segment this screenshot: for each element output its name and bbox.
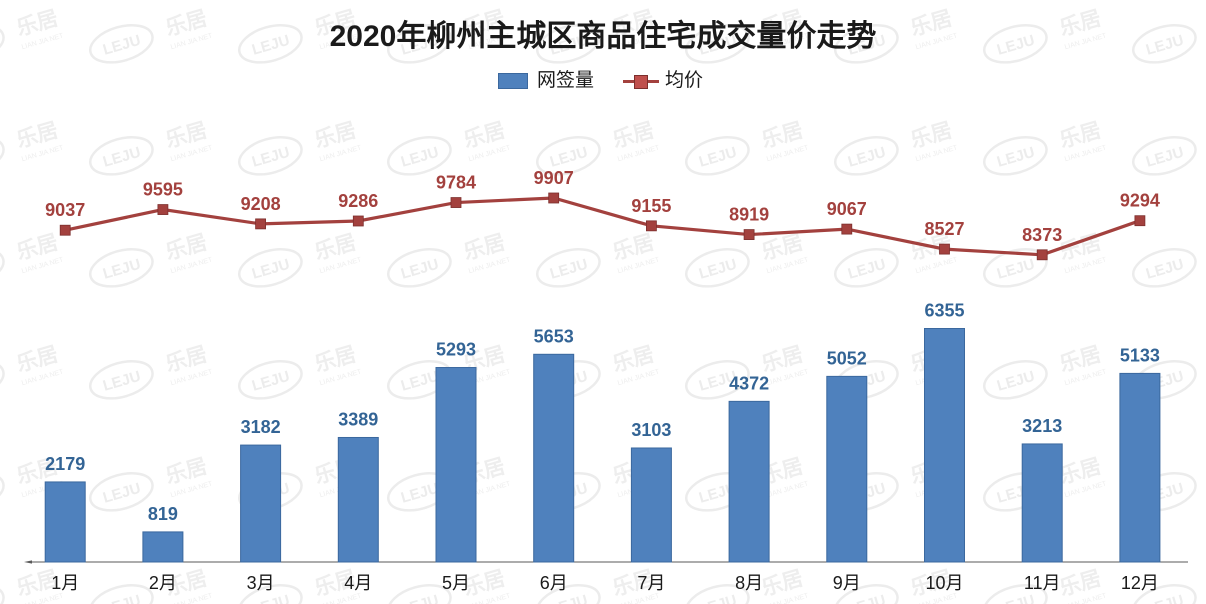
svg-text:5293: 5293 — [436, 340, 476, 360]
svg-text:9286: 9286 — [338, 191, 378, 211]
svg-text:7月: 7月 — [637, 573, 665, 593]
svg-text:4月: 4月 — [344, 573, 372, 593]
svg-text:1月: 1月 — [51, 573, 79, 593]
svg-text:5052: 5052 — [827, 348, 867, 368]
svg-text:4372: 4372 — [729, 373, 769, 393]
svg-text:2月: 2月 — [149, 573, 177, 593]
svg-text:819: 819 — [148, 504, 178, 524]
svg-text:11月: 11月 — [1024, 573, 1061, 593]
svg-text:9294: 9294 — [1120, 191, 1160, 211]
svg-text:9907: 9907 — [534, 168, 574, 188]
svg-text:3月: 3月 — [247, 573, 275, 593]
svg-text:9784: 9784 — [436, 173, 476, 193]
svg-text:8月: 8月 — [735, 573, 763, 593]
svg-text:2179: 2179 — [45, 454, 85, 474]
svg-text:8527: 8527 — [924, 219, 964, 239]
svg-text:5653: 5653 — [534, 326, 574, 346]
svg-text:12月: 12月 — [1121, 573, 1159, 593]
svg-text:5月: 5月 — [442, 573, 470, 593]
svg-text:9155: 9155 — [631, 196, 671, 216]
svg-text:9067: 9067 — [827, 199, 867, 219]
svg-text:3389: 3389 — [338, 409, 378, 429]
svg-text:6月: 6月 — [540, 573, 568, 593]
svg-text:3182: 3182 — [241, 417, 281, 437]
svg-text:3213: 3213 — [1022, 416, 1062, 436]
svg-text:5133: 5133 — [1120, 345, 1160, 365]
svg-text:9208: 9208 — [241, 194, 281, 214]
svg-text:6355: 6355 — [924, 301, 964, 321]
svg-text:9595: 9595 — [143, 180, 183, 200]
svg-text:9037: 9037 — [45, 200, 85, 220]
svg-text:10月: 10月 — [925, 573, 963, 593]
svg-text:8373: 8373 — [1022, 225, 1062, 245]
svg-text:3103: 3103 — [631, 420, 671, 440]
svg-text:9月: 9月 — [833, 573, 861, 593]
svg-text:8919: 8919 — [729, 205, 769, 225]
